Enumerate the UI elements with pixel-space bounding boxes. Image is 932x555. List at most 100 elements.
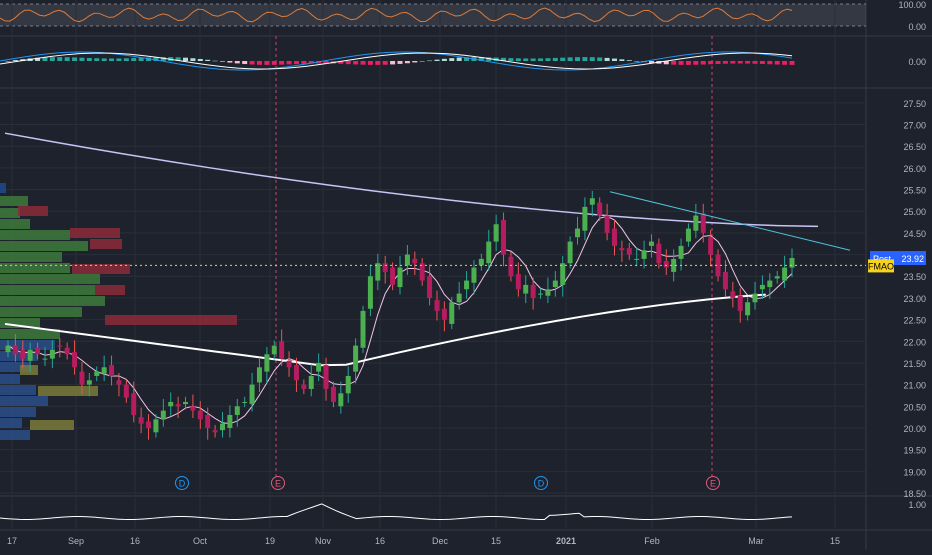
macd-histogram-bar [360, 61, 366, 65]
candle-body [693, 215, 699, 231]
macd-histogram-bar [160, 57, 166, 61]
candle-body [582, 206, 588, 231]
candle-body [545, 289, 551, 296]
macd-histogram-bar [575, 57, 581, 61]
candle-body [404, 254, 410, 266]
candle-body [515, 274, 521, 290]
volume-profile-bar [0, 351, 38, 361]
price-tick-label: 23.50 [903, 272, 926, 282]
macd-histogram-bar [789, 61, 795, 65]
price-tick-label: 26.50 [903, 142, 926, 152]
time-tick-label: 15 [830, 536, 840, 546]
macd-histogram-bar [382, 61, 388, 65]
candle-body [634, 258, 640, 260]
volume-profile-bar [70, 228, 120, 238]
candle-body [279, 341, 285, 359]
macd-histogram-bar [190, 58, 196, 61]
candle-body [227, 414, 233, 428]
time-tick-label: Dec [432, 536, 449, 546]
candle-body [249, 384, 255, 405]
candle-body [486, 241, 492, 264]
candle-body [745, 302, 751, 316]
volume-profile-bar [0, 263, 70, 273]
macd-histogram-bar [42, 57, 48, 61]
macd-histogram-bar [427, 60, 433, 62]
macd-histogram-bar [146, 57, 152, 61]
candle-body [316, 362, 322, 372]
candle-body [101, 367, 107, 374]
macd-histogram-bar [545, 58, 551, 61]
macd-histogram-bar [197, 58, 203, 61]
candle-body [293, 365, 299, 381]
macd-histogram-bar [412, 61, 418, 63]
macd-signal-line [0, 52, 793, 70]
macd-histogram-bar [708, 61, 714, 65]
macd-histogram-bar [79, 57, 85, 61]
event-marker-circle [534, 476, 548, 490]
candle-body [146, 421, 152, 428]
price-tick-label: 18.50 [903, 489, 926, 499]
candle-body [212, 430, 218, 433]
volume-profile-bar [0, 340, 55, 350]
price-tick-label: 27.50 [903, 99, 926, 109]
macd-histogram-bar [72, 57, 78, 61]
candle-body [264, 354, 270, 372]
macd-histogram-bar [109, 58, 115, 61]
macd-histogram-bar [782, 61, 788, 65]
macd-histogram-bar [286, 61, 292, 65]
rsi-band [0, 4, 866, 26]
macd-histogram-bar [249, 61, 255, 65]
macd-histogram-bar [205, 59, 211, 61]
macd-histogram-bar [597, 57, 603, 61]
candle-body [345, 375, 351, 394]
volume-profile-bar [0, 274, 100, 284]
candle-body [759, 284, 765, 290]
time-tick-label: Nov [315, 536, 332, 546]
candle-body [464, 280, 470, 290]
macd-histogram-bar [663, 61, 669, 65]
volume-profile-bar [0, 407, 36, 417]
candle-body [523, 284, 529, 294]
candle-body [478, 258, 484, 266]
macd-histogram-bar [138, 57, 144, 61]
macd-histogram-bar [515, 58, 521, 61]
macd-histogram-bar [57, 57, 63, 61]
sma-mid-line [4, 293, 766, 367]
candle-body [434, 300, 440, 311]
volume-profile-bar [0, 329, 60, 339]
candle-body [64, 347, 70, 355]
rsi-tick-label: 100.00 [898, 0, 926, 10]
macd-histogram-bar [404, 61, 410, 64]
price-tick-label: 22.00 [903, 337, 926, 347]
time-tick-label: 2021 [556, 536, 576, 546]
volume-profile-bar [38, 386, 98, 396]
macd-histogram-bar [552, 57, 558, 61]
macd-histogram-bar [759, 61, 765, 64]
candle-body [604, 215, 610, 233]
macd-histogram-bar [375, 61, 381, 65]
volume-profile-bar [18, 206, 48, 216]
candle-body [183, 401, 189, 405]
volume-profile-bar [95, 285, 125, 295]
macd-histogram-bar [242, 61, 248, 65]
candle-body [116, 380, 122, 385]
candle-body [597, 202, 603, 216]
macd-histogram-bar [175, 57, 181, 61]
candle-body [5, 345, 11, 353]
candle-body [197, 410, 203, 420]
candle-body [737, 295, 743, 311]
volume-profile-bar [72, 264, 130, 274]
candle-body [168, 401, 174, 407]
macd-histogram-bar [693, 61, 699, 65]
candle-body [722, 271, 728, 290]
macd-histogram-bar [338, 61, 344, 64]
macd-histogram-bar [774, 61, 780, 65]
event-marker-letter: E [710, 479, 716, 489]
volume-profile-bar [0, 285, 95, 295]
symbol-label-bg [868, 259, 894, 273]
volume-profile-bar [30, 420, 74, 430]
candle-body [611, 228, 617, 246]
event-marker-circle [706, 476, 720, 490]
